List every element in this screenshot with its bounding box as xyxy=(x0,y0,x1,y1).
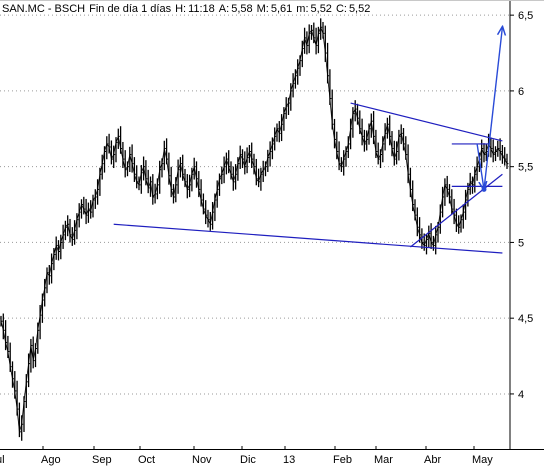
header-max: 5,61 xyxy=(271,3,292,15)
y-axis-labels: 4 4,5 5 5,5 6 6,5 xyxy=(510,10,533,401)
trendline xyxy=(113,223,503,254)
chart-header: SAN.MC - BSCH Fin de día 1 días H: 11:18 A: 5… xyxy=(2,3,370,15)
trendline xyxy=(410,173,503,248)
price-series xyxy=(0,18,509,441)
header-min: 5,52 xyxy=(311,3,332,15)
price-line xyxy=(0,26,508,432)
y-tick-label: 6,5 xyxy=(518,10,533,22)
x-axis-labels: ul Ago Sep Oct Nov Dic 13 Feb Mar Abr May xyxy=(0,446,493,466)
y-tick-label: 4 xyxy=(518,389,524,401)
header-hour-label: H: xyxy=(175,3,186,15)
projection-arrow xyxy=(483,27,502,190)
x-tick-label: Ago xyxy=(41,454,61,466)
y-tick-label: 5 xyxy=(518,237,524,249)
x-tick-label: May xyxy=(472,454,493,466)
grid-layer xyxy=(0,14,510,395)
trendline xyxy=(350,102,503,142)
x-tick-label: Mar xyxy=(374,454,393,466)
header-close: 5,52 xyxy=(349,3,370,15)
y-tick-label: 4,5 xyxy=(518,313,533,325)
header-hour: 11:18 xyxy=(188,3,215,15)
header-min-label: m: xyxy=(296,3,308,15)
header-close-label: C: xyxy=(336,3,347,15)
x-tick-label: Feb xyxy=(333,454,352,466)
x-tick-label: Dic xyxy=(240,454,256,466)
x-tick-label: Oct xyxy=(138,454,155,466)
pullback-point xyxy=(481,186,487,192)
trendline-annotations xyxy=(113,27,503,254)
header-open: 5,58 xyxy=(231,3,252,15)
header-open-label: A: xyxy=(219,3,229,15)
header-max-label: M: xyxy=(257,3,269,15)
x-tick-label: Abr xyxy=(424,454,441,466)
x-tick-label: ul xyxy=(0,454,5,466)
header-symbol: SAN.MC - BSCH xyxy=(2,3,85,15)
y-tick-label: 5,5 xyxy=(518,162,533,174)
y-tick-label: 6 xyxy=(518,86,524,98)
projection-arrow xyxy=(476,143,484,189)
x-tick-label: Nov xyxy=(192,454,212,466)
header-period: Fin de día 1 días xyxy=(89,3,171,15)
x-tick-label: 13 xyxy=(283,454,295,466)
x-tick-label: Sep xyxy=(92,454,112,466)
